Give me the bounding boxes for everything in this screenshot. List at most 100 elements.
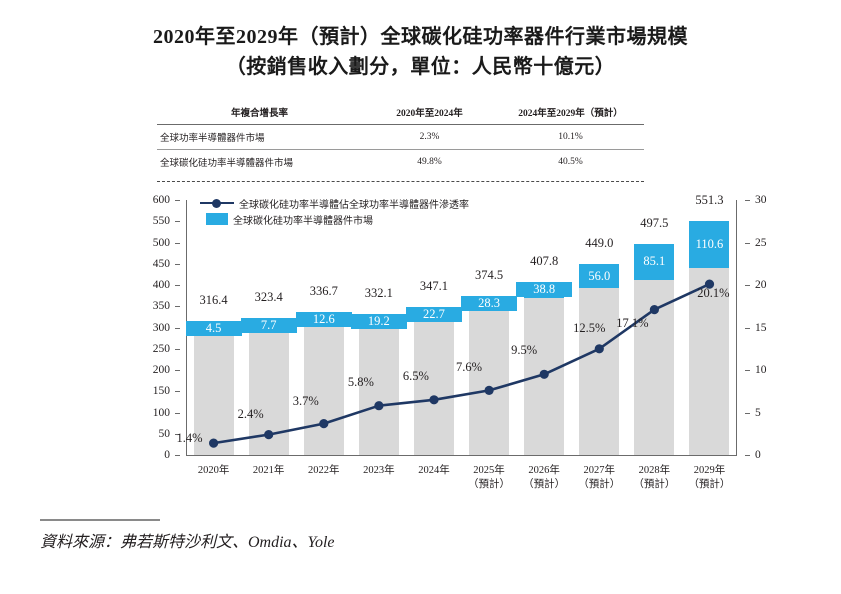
x-axis-line: [186, 455, 737, 456]
cagr-table: 年複合增長率 2020年至2024年 2024年至2029年（預計） 全球功率半…: [157, 103, 644, 174]
bar-sic-label: 19.2: [350, 313, 407, 329]
y-axis-left-tick-label: 150: [152, 385, 170, 398]
x-axis-category-label: 2026年 （預計）: [523, 465, 566, 490]
line-value-label: 17.1%: [616, 315, 649, 330]
y-axis-right-tick-mark: [745, 327, 750, 329]
table-header-metric: 年複合增長率: [230, 109, 288, 119]
bar-group: 497.5 85.1: [634, 200, 675, 455]
bar-sic-market: [634, 243, 675, 280]
y-axis-left-tick-mark: [175, 391, 180, 393]
table-header-row: 年複合增長率 2020年至2024年 2024年至2029年（預計）: [157, 103, 644, 125]
y-axis-left-tick-mark: [175, 455, 180, 456]
line-value-label: 12.5%: [573, 320, 606, 335]
y-axis-right-tick-label: 10: [755, 364, 767, 376]
bar-total-label: 551.3: [695, 192, 724, 207]
bar-sic-label: 85.1: [643, 254, 666, 269]
y-axis-left-tick-label: 300: [152, 321, 170, 334]
bar-sic-market: [689, 220, 730, 268]
bar-total-label: 497.5: [640, 215, 669, 230]
y-axis-right-tick-label: 5: [755, 406, 761, 419]
y-axis-right-tick-mark: [745, 285, 750, 286]
bar-total-market: [413, 307, 454, 455]
table-dashed-separator: [157, 181, 644, 182]
y-axis-left-tick-label: 250: [152, 342, 170, 355]
line-data-point: [484, 385, 494, 395]
line-data-point: [374, 401, 384, 411]
row-label-sic-power-semiconductor: 全球碳化硅功率半導體器件市場: [157, 149, 362, 174]
y-axis-left-tick-mark: [175, 285, 180, 286]
y-axis-right-tick-mark: [745, 412, 750, 414]
y-axis-left-tick-label: 550: [152, 215, 170, 228]
line-marker-icon: [200, 197, 234, 209]
y-axis-right-tick-label: 30: [755, 194, 767, 206]
bar-total-label: 323.4: [254, 289, 283, 304]
table-row: 全球碳化硅功率半導體器件市場 49.8% 40.5%: [157, 149, 644, 174]
bar-sic-label: 110.6: [695, 236, 724, 251]
y-axis-right-tick-label: 0: [755, 449, 761, 461]
line-data-point: [594, 344, 604, 354]
y-axis-left-tick-mark: [175, 370, 180, 371]
penetration-line-svg: [209, 279, 715, 448]
y-axis-left-tick-label: 350: [152, 300, 170, 313]
line-data-point: [649, 305, 659, 315]
bar-sic-label: 56.0: [588, 268, 611, 283]
row-value-sic-power-semiconductor-p2: 40.5%: [497, 149, 644, 174]
bar-group: 347.1 22.7: [405, 200, 462, 455]
row-label-power-semiconductor: 全球功率半導體器件市場: [157, 124, 362, 150]
y-axis-left-tick-label: 500: [152, 236, 170, 249]
line-value-label: 5.8%: [347, 374, 374, 389]
bar-total-label: 332.1: [364, 285, 393, 300]
x-axis-category-label: 2024年: [418, 465, 450, 476]
bar-group: 316.4 4.5: [185, 200, 242, 455]
line-value-label: 3.7%: [292, 393, 319, 408]
bar-group: 332.1 19.2: [350, 200, 407, 455]
table-row: 全球功率半導體器件市場 2.3% 10.1%: [157, 124, 644, 150]
legend-item-penetration-rate: 全球碳化硅功率半導體佔全球功率半導體器件滲透率: [200, 196, 469, 211]
table-header-period-2: 2024年至2029年（預計）: [518, 109, 623, 119]
source-note: 資料來源：弗若斯特沙利文、Omdia、Yole: [40, 534, 335, 551]
x-axis-category-label: 2023年: [363, 465, 395, 476]
y-axis-left-tick-mark: [175, 221, 180, 223]
penetration-line-path: [212, 282, 711, 445]
y-axis-right-tick-mark: [745, 370, 750, 371]
line-value-label: 2.4%: [237, 406, 264, 421]
line-data-point: [704, 279, 715, 289]
y-axis-right-tick-mark: [745, 242, 750, 244]
bar-total-market: [579, 264, 620, 455]
bar-swatch-icon: [206, 213, 228, 225]
bar-total-market: [303, 311, 344, 455]
chart-area: 0 50 100 150 200 250 300 350 400 450 500 550 600 0 5 1…: [0, 193, 841, 503]
line-value-label: 9.5%: [511, 343, 538, 358]
line-series-container: 1.4% 2.4% 3.7% 5.8% 6.5% 7.6% 9.5% 12.5% 17.1% 20…: [177, 200, 737, 455]
x-axis-category-label: 2027年 （預計）: [578, 465, 621, 490]
y-axis-right-tick-label: 25: [755, 236, 767, 249]
y-axis-left-tick-mark: [175, 348, 180, 350]
y-axis-left-tick-label: 600: [152, 194, 170, 206]
page-title: 2020年至2029年（預計）全球碳化硅功率器件行業市場規模 （按銷售收入劃分，…: [0, 22, 841, 82]
line-data-point: [209, 438, 219, 448]
y-axis-left-tick-mark: [175, 200, 180, 201]
bar-sic-label: 7.7: [240, 317, 297, 333]
x-axis-category-label: 2025年 （預計）: [468, 465, 511, 490]
bar-total-label: 316.4: [199, 292, 228, 307]
x-axis-category-label: 2020年: [197, 465, 230, 476]
y-axis-left-tick-mark: [175, 327, 180, 329]
y-axis-left-tick-label: 100: [152, 406, 170, 419]
bar-total-market: [358, 313, 399, 455]
y-axis-left-tick-label: 200: [152, 364, 170, 376]
x-axis-category-label: 2028年 （預計）: [633, 465, 676, 490]
y-axis-left-tick-mark: [175, 433, 180, 435]
line-data-point: [429, 395, 439, 405]
y-axis-right-tick-mark: [745, 455, 750, 456]
y-axis-right: 0 5 10 15 20 25 30: [745, 194, 785, 461]
bar-sic-label: 12.6: [295, 311, 352, 327]
bar-group: 449.0 56.0: [579, 200, 620, 455]
bar-sic-label: 22.7: [405, 307, 462, 323]
bar-sic-label: 38.8: [516, 282, 573, 298]
bar-sic-label: 28.3: [461, 295, 518, 311]
line-data-point: [264, 430, 274, 440]
bar-group: 374.5 28.3: [461, 200, 518, 455]
y-axis-left-tick-mark: [175, 306, 180, 308]
line-data-point: [319, 419, 329, 429]
